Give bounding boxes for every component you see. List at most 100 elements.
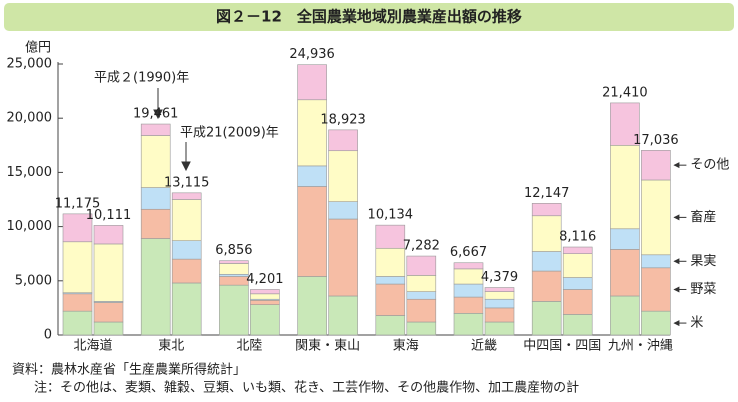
total-label: 6,667 [450,245,487,260]
bar-segment [453,296,484,314]
chart-title: 図２－12 全国農業地域別農業産出額の推移 [216,8,522,26]
total-label: 10,111 [86,208,132,223]
y-tick-label: 10,000 [7,219,53,234]
total-label: 12,147 [524,186,570,201]
bar-segment [62,241,93,294]
legend-label: 野菜 [690,282,716,297]
bar-segment [171,192,202,200]
y-tick-label: 15,000 [7,165,53,180]
bar-segment [140,208,171,239]
annotation-arrows [153,88,191,172]
x-tick-label: 関東・東山 [295,338,360,354]
bar-segment [171,282,202,336]
legend-label: 米 [690,316,703,331]
total-label: 7,282 [403,239,440,254]
total-label: 4,379 [481,270,518,285]
source-note: 資料：農林水産省「生産農業所得統計」 [12,362,246,378]
bar-segment [562,314,593,336]
total-label: 21,410 [602,85,648,100]
bar-segment [250,304,280,336]
bar-segment [328,295,358,336]
bar-segment [328,201,358,220]
bar-segment [328,218,358,297]
legend-arrow-head [673,258,680,265]
legend-arrow-head [673,214,680,221]
total-label: 24,936 [289,47,335,62]
bar-segment [562,277,593,290]
legend-arrow-head [673,162,680,169]
bar-segment [328,129,358,152]
bar-segment [375,283,406,316]
bar-segment [484,291,515,300]
bar-segment [297,165,327,187]
bar-segment [610,249,640,297]
bar-segment [531,251,562,272]
legend-label: 畜産 [690,209,716,225]
group-annotation: 平成２(1990)年 [94,71,189,86]
bar-segment [219,260,249,264]
bar-segment [219,263,249,275]
legend-arrow-head [673,320,680,327]
bar-segment [453,268,484,285]
bar-segment [562,246,593,254]
bar-segment [406,275,437,292]
footnote: 注：その他は、麦類、雑穀、豆類、いも類、花き、工芸作物、その他農作物、加工農産物… [34,380,579,396]
bar-segment [140,238,171,336]
bar-segment [140,187,171,210]
legend-label: 果実 [690,253,716,269]
total-label: 6,856 [215,243,252,258]
bar-segment [250,300,280,305]
bar-segment [93,302,124,323]
legend-arrow-head [673,286,680,293]
bar-segment [641,254,671,269]
y-tick-label: 20,000 [7,111,53,126]
bar-segment [406,321,437,336]
bar-segment [297,186,327,277]
bar-segment [531,301,562,336]
bar-segment [375,224,406,249]
bar-segment [531,203,562,217]
bar-segment [375,247,406,277]
y-tick-label: 25,000 [7,57,53,72]
bar-segment [171,199,202,241]
bar-segment [297,276,327,336]
total-label: 8,116 [559,230,596,245]
bar-segment [531,270,562,302]
legend-label: その他 [690,158,729,173]
bar-segment [610,145,640,230]
bar-segment [562,253,593,278]
bar-segment [250,289,280,295]
total-label: 19,461 [133,107,179,122]
bar-segment [484,321,515,336]
x-tick-label: 中四国・四国 [523,339,601,354]
bar-segment [610,295,640,336]
bar-segment [406,291,437,300]
bar-segment [484,287,515,292]
x-tick-label: 北陸 [236,338,262,354]
bar-segment [562,289,593,315]
total-label: 18,923 [320,112,366,127]
total-label: 4,201 [246,272,283,287]
total-label: 13,115 [164,175,210,190]
bar-segment [62,213,93,243]
bar-segment [219,276,249,286]
total-label: 10,134 [368,208,414,223]
bar-segment [171,240,202,260]
bar-segment [328,150,358,202]
bar-segment [250,293,280,300]
x-tick-label: 東北 [158,338,184,354]
bar-segment [484,298,515,309]
bar-segment [375,315,406,336]
total-label: 11,175 [55,196,101,211]
bar-segment [610,228,640,250]
bar-segment [140,123,171,136]
title-band [4,3,734,31]
bar-segment [453,262,484,270]
bar-segment [453,313,484,336]
bar-segment [297,99,327,167]
bar-segment [297,64,327,101]
x-tick-label: 近畿 [471,339,497,354]
y-tick-label: 0 [44,328,52,343]
y-tick-label: 5,000 [15,273,52,288]
